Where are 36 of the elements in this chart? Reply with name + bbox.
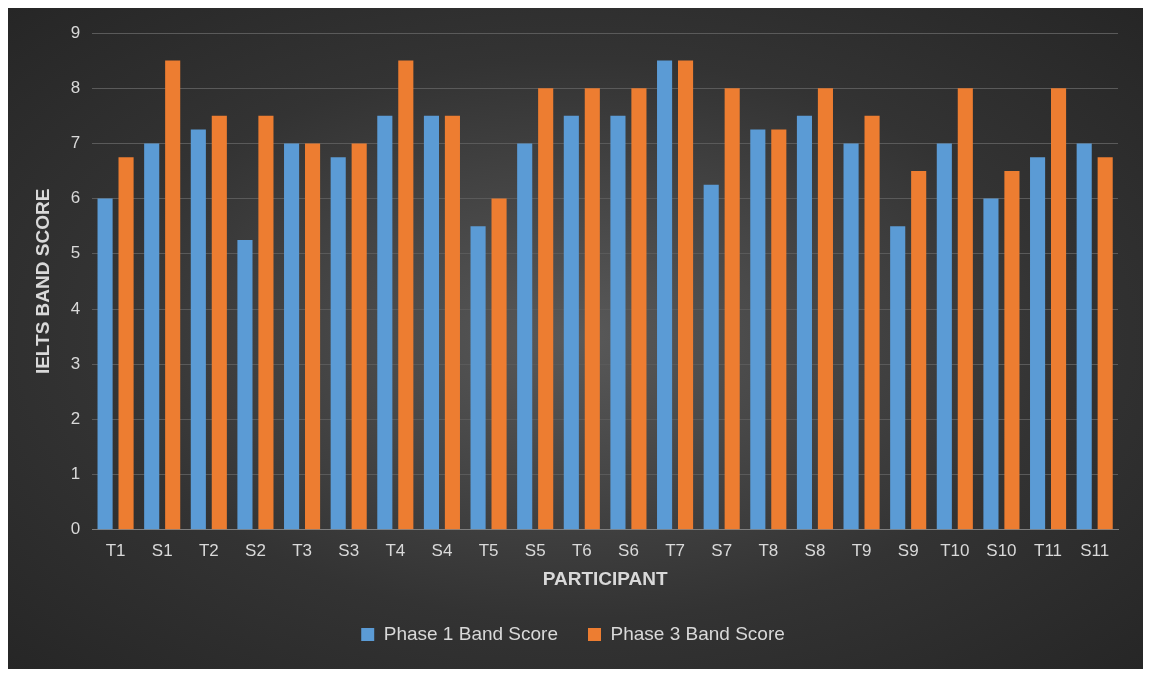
- x-tick-label: S2: [245, 540, 266, 560]
- y-tick-label: 1: [70, 464, 81, 484]
- x-tick-label: T1: [105, 540, 126, 560]
- y-tick-label: 3: [70, 353, 81, 373]
- x-tick-label: T9: [851, 540, 872, 560]
- y-axis-title: IELTS BAND SCORE: [31, 188, 53, 375]
- legend-label: Phase 3 Band Score: [610, 622, 785, 644]
- y-tick-label: 6: [70, 188, 81, 208]
- x-tick-label: T5: [478, 540, 499, 560]
- x-tick-label: S3: [338, 540, 360, 560]
- y-tick-label: 9: [70, 22, 81, 42]
- legend-label: Phase 1 Band Score: [383, 622, 559, 644]
- x-axis-title: PARTICIPANT: [542, 567, 668, 589]
- x-tick-label: S6: [618, 540, 639, 560]
- x-tick-label: T8: [758, 540, 779, 560]
- y-tick-label: 7: [70, 133, 81, 153]
- y-tick-label: 2: [70, 409, 81, 429]
- x-tick-label: S11: [1080, 540, 1110, 560]
- x-tick-label: T11: [1034, 540, 1063, 560]
- x-tick-label: T10: [940, 540, 970, 560]
- y-tick-label: 8: [70, 77, 81, 97]
- x-tick-label: S4: [431, 540, 453, 560]
- x-tick-label: T6: [571, 540, 592, 560]
- x-tick-label: S8: [804, 540, 826, 560]
- x-tick-label: T7: [665, 540, 685, 560]
- x-tick-label: T2: [198, 540, 219, 560]
- x-tick-label: S5: [524, 540, 546, 560]
- x-tick-label: S10: [986, 540, 1017, 560]
- y-tick-label: 4: [70, 298, 81, 318]
- y-tick-label: 0: [70, 519, 81, 539]
- x-tick-label: S7: [711, 540, 733, 560]
- x-tick-label: S1: [151, 540, 173, 560]
- x-tick-label: T4: [385, 540, 406, 560]
- x-tick-label: T3: [292, 540, 312, 560]
- x-tick-label: S9: [897, 540, 919, 560]
- y-tick-label: 5: [70, 243, 81, 263]
